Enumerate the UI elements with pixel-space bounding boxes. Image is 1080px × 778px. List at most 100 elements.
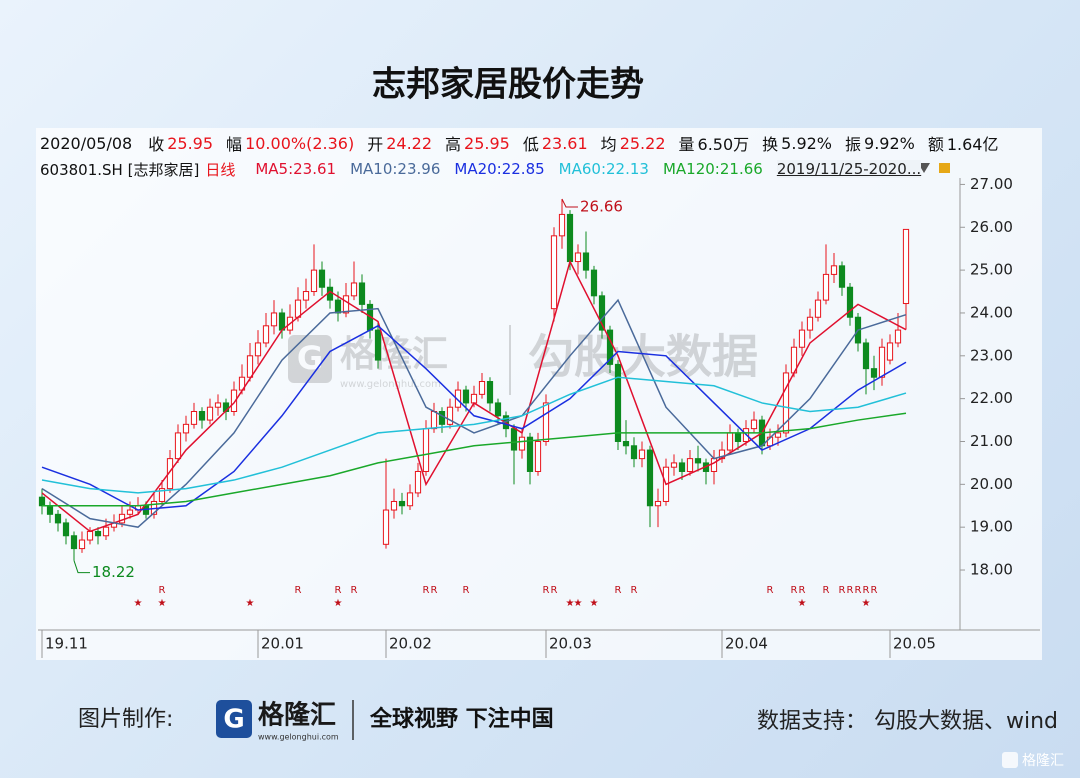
- candle-body: [38, 496, 46, 507]
- info-label: 均: [600, 135, 617, 154]
- candle-body: [86, 530, 94, 541]
- signal-r: R: [463, 585, 470, 596]
- candle-body: [582, 252, 590, 271]
- signal-star: ★: [566, 598, 575, 609]
- candle-body: [478, 381, 486, 395]
- x-tick-label: 20.01: [261, 635, 304, 653]
- candle-body: [94, 530, 102, 537]
- candle-body: [414, 470, 422, 494]
- info-value: 25.22: [619, 133, 666, 153]
- candle-body: [182, 423, 190, 434]
- candle-body: [494, 402, 502, 417]
- candle-body: [806, 316, 814, 331]
- y-tick-label: 19.00: [970, 518, 1013, 536]
- candle-body: [902, 228, 910, 305]
- legend-item: MA60:22.13: [558, 160, 649, 178]
- x-tick-label: 20.04: [725, 635, 768, 653]
- chart-title: 志邦家居股价走势: [372, 65, 644, 105]
- candle-body: [390, 500, 398, 511]
- footer-slogan: 全球视野 下注中国: [369, 706, 554, 732]
- candle-body: [102, 526, 110, 537]
- candle-body: [542, 402, 550, 442]
- candle-body: [710, 458, 718, 472]
- candle-body: [630, 445, 638, 460]
- signal-r: R: [871, 585, 878, 596]
- footer-logo-text: 格隆汇: [258, 700, 336, 731]
- candle-body: [422, 428, 430, 472]
- info-value: 23.61: [541, 133, 588, 153]
- signal-r: R: [799, 585, 806, 596]
- candle-body: [798, 329, 806, 348]
- candle-body: [518, 436, 526, 451]
- signal-star: ★: [862, 598, 871, 609]
- info-label: 2020/05/08: [40, 133, 133, 153]
- signal-r: R: [839, 585, 846, 596]
- candle-body: [486, 381, 494, 404]
- candle-body: [46, 505, 54, 515]
- candle-body: [566, 213, 574, 263]
- footer-logo-url: www.gelonghui.com: [258, 733, 339, 742]
- signal-r: R: [351, 585, 358, 596]
- signal-star: ★: [574, 598, 583, 609]
- info-value: 25.95: [167, 133, 214, 153]
- candle-body: [462, 389, 470, 404]
- signal-r: R: [335, 585, 342, 596]
- candle-body: [654, 500, 662, 507]
- candle-body: [870, 368, 878, 378]
- signal-r: R: [431, 585, 438, 596]
- candle-body: [398, 500, 406, 507]
- candle-body: [62, 522, 70, 537]
- footer-source: 数据支持： 勾股大数据、wind: [757, 709, 1058, 734]
- signal-r: R: [791, 585, 798, 596]
- candle-body: [782, 372, 790, 434]
- annotation-label: 18.22: [92, 563, 135, 581]
- candle-body: [342, 295, 350, 314]
- info-label: 量: [678, 135, 695, 154]
- y-tick-label: 18.00: [970, 561, 1013, 579]
- x-tick-label: 20.02: [389, 635, 432, 653]
- candle-body: [158, 488, 166, 502]
- legend-row: 603801.SH [志邦家居] 日线 MA5:23.61 MA10:23.96 MA2…: [40, 158, 922, 180]
- candle-body: [206, 406, 214, 421]
- info-value: 24.22: [386, 133, 433, 153]
- candle-body: [606, 329, 614, 365]
- candle-body: [670, 462, 678, 468]
- candle-body: [78, 539, 86, 550]
- signal-star: ★: [158, 598, 167, 609]
- signal-star: ★: [134, 598, 143, 609]
- candle-body: [862, 342, 870, 370]
- candle-body: [590, 269, 598, 297]
- candle-body: [302, 291, 310, 301]
- candle-body: [814, 299, 822, 318]
- lock-icon[interactable]: [939, 163, 950, 173]
- signal-r: R: [543, 585, 550, 596]
- info-value: 25.95: [464, 133, 510, 153]
- signal-r: R: [823, 585, 830, 596]
- signal-r: R: [423, 585, 430, 596]
- signal-r: R: [295, 585, 302, 596]
- info-label: 收: [148, 135, 165, 154]
- candle-body: [350, 282, 358, 297]
- candle-body: [830, 265, 838, 275]
- signal-r: R: [551, 585, 558, 596]
- candle-body: [374, 329, 382, 361]
- candle-body: [894, 329, 902, 344]
- candle-body: [166, 458, 174, 490]
- candle-body: [446, 406, 454, 425]
- signal-star: ★: [798, 598, 807, 609]
- candle-body: [126, 509, 134, 515]
- candle-body: [198, 410, 206, 421]
- candle-body: [318, 269, 326, 288]
- candle-body: [646, 449, 654, 507]
- candle-body: [190, 410, 198, 425]
- signal-r: R: [767, 585, 774, 596]
- signal-star: ★: [590, 598, 599, 609]
- info-label: 幅: [226, 135, 243, 154]
- y-tick-label: 27.00: [970, 175, 1013, 193]
- info-value: 10.00%(2.36): [245, 133, 355, 153]
- footer-logo-letter: G: [223, 705, 244, 735]
- footer-logo: [216, 700, 252, 738]
